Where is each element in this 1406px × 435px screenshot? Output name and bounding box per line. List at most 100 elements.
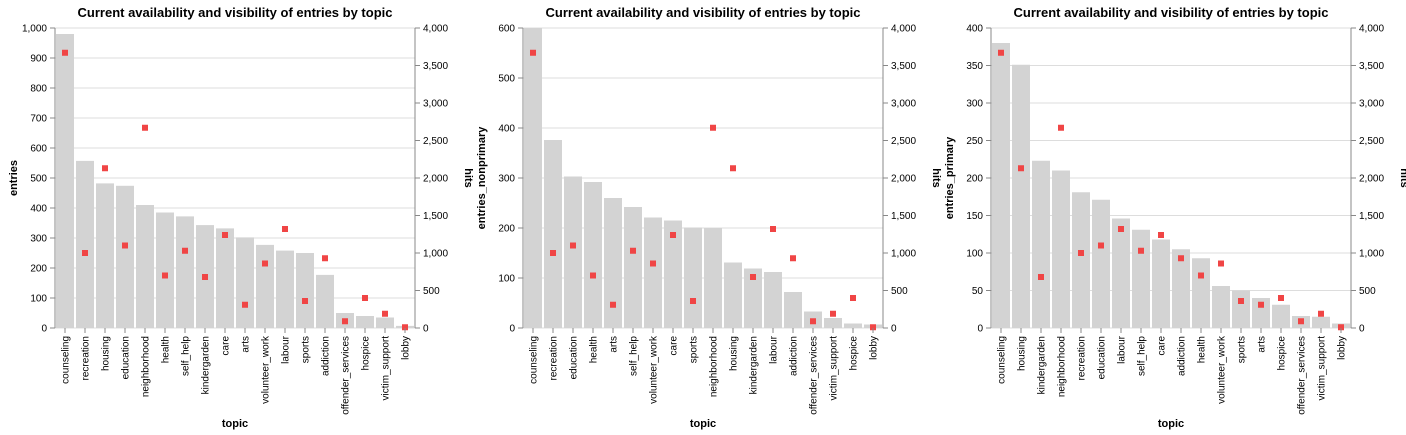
bar-housing [724,262,742,328]
bar-neighborhood [136,205,154,328]
y2-tick-label: 4,000 [1359,24,1384,35]
y2-tick-label: 2,000 [423,174,448,185]
x-tick-label: health [161,336,172,363]
y2-tick-label: 3,000 [1359,99,1384,110]
x-tick-label: offender_services [1297,336,1308,415]
point-neighborhood [1058,124,1064,131]
point-self_help [182,247,188,254]
point-recreation [82,250,88,256]
y-tick-label: 300 [498,174,515,185]
point-counseling [998,49,1004,56]
y-tick-label: 400 [498,124,515,135]
bar-victim_support [376,317,394,328]
y-tick-label: 150 [966,211,983,222]
y-tick-label: 600 [30,144,47,155]
bar-labour [764,272,782,328]
bar-counseling [524,28,542,328]
x-tick-label: recreation [549,336,560,380]
bar-addiction [316,274,334,328]
x-tick-label: arts [241,336,252,353]
x-tick-label: care [669,336,680,356]
chart-title: Current availability and visibility of e… [546,5,861,20]
x-tick-label: self_help [181,336,192,376]
y-tick-label: 250 [966,136,983,147]
y2-tick-label: 3,500 [1359,61,1384,72]
point-kindergarden [202,274,208,280]
bar-victim_support [1312,316,1330,328]
bar-sports [1232,290,1250,328]
point-addiction [322,255,328,262]
y-tick-label: 350 [966,61,983,72]
point-recreation [1078,250,1084,256]
point-victim_support [1318,310,1324,317]
bar-sports [296,253,314,328]
x-tick-label: labour [1117,335,1128,363]
point-health [1198,272,1204,279]
bar-hospice [356,316,374,328]
bar-education [116,185,134,328]
bar-volunteer_work [644,217,662,328]
x-tick-label: education [1097,336,1108,379]
point-counseling [62,49,68,56]
bar-health [1192,258,1210,328]
bar-arts [236,237,254,328]
y2-axis-title: hits [1398,168,1406,188]
x-tick-label: offender_services [809,336,820,415]
bar-neighborhood [1052,170,1070,328]
x-tick-label: addiction [1177,336,1188,376]
y-tick-label: 500 [498,74,515,85]
point-labour [282,226,288,232]
x-tick-label: hospice [849,336,860,371]
bar-labour [1112,218,1130,328]
bar-addiction [784,292,802,328]
point-housing [1018,165,1024,172]
x-tick-label: volunteer_work [649,335,660,404]
point-arts [1258,301,1264,308]
bar-recreation [544,140,562,328]
point-self_help [630,247,636,254]
point-offender_services [342,318,348,325]
bar-housing [96,183,114,328]
bar-hospice [844,323,862,328]
x-tick-label: recreation [81,336,92,380]
x-tick-label: self_help [629,336,640,376]
x-tick-label: kindergarden [1037,336,1048,394]
point-education [122,242,128,249]
y-tick-label: 300 [30,234,47,245]
point-care [1158,232,1164,238]
bar-care [1152,239,1170,328]
x-tick-label: recreation [1077,336,1088,380]
y-tick-label: 0 [977,324,983,335]
y-tick-label: 200 [30,264,47,275]
point-victim_support [830,310,836,317]
point-counseling [530,49,536,56]
y2-tick-label: 2,500 [423,136,448,147]
point-sports [302,298,308,304]
bar-arts [1252,298,1270,328]
y2-tick-label: 0 [1359,324,1365,335]
y-axis-title: entries_primary [944,136,956,219]
chart-title: Current availability and visibility of e… [78,5,393,20]
bar-recreation [76,160,94,328]
bar-labour [276,250,294,328]
point-education [1098,242,1104,249]
bar-recreation [1072,192,1090,328]
x-tick-label: care [1157,336,1168,356]
point-health [162,272,168,279]
point-lobby [402,324,408,331]
y2-tick-label: 2,000 [1359,174,1384,185]
x-tick-label: victim_support [1317,336,1328,401]
y2-tick-label: 1,000 [1359,249,1384,260]
bar-volunteer_work [256,244,274,328]
y2-axis-title: hits [930,168,942,188]
x-axis-title: topic [1158,418,1184,430]
point-hospice [850,295,856,301]
y-tick-label: 800 [30,84,47,95]
x-tick-label: sports [689,336,700,363]
x-tick-label: neighborhood [1057,336,1068,397]
bar-housing [1012,64,1030,328]
y2-tick-label: 500 [423,286,440,297]
x-tick-label: labour [769,335,780,363]
